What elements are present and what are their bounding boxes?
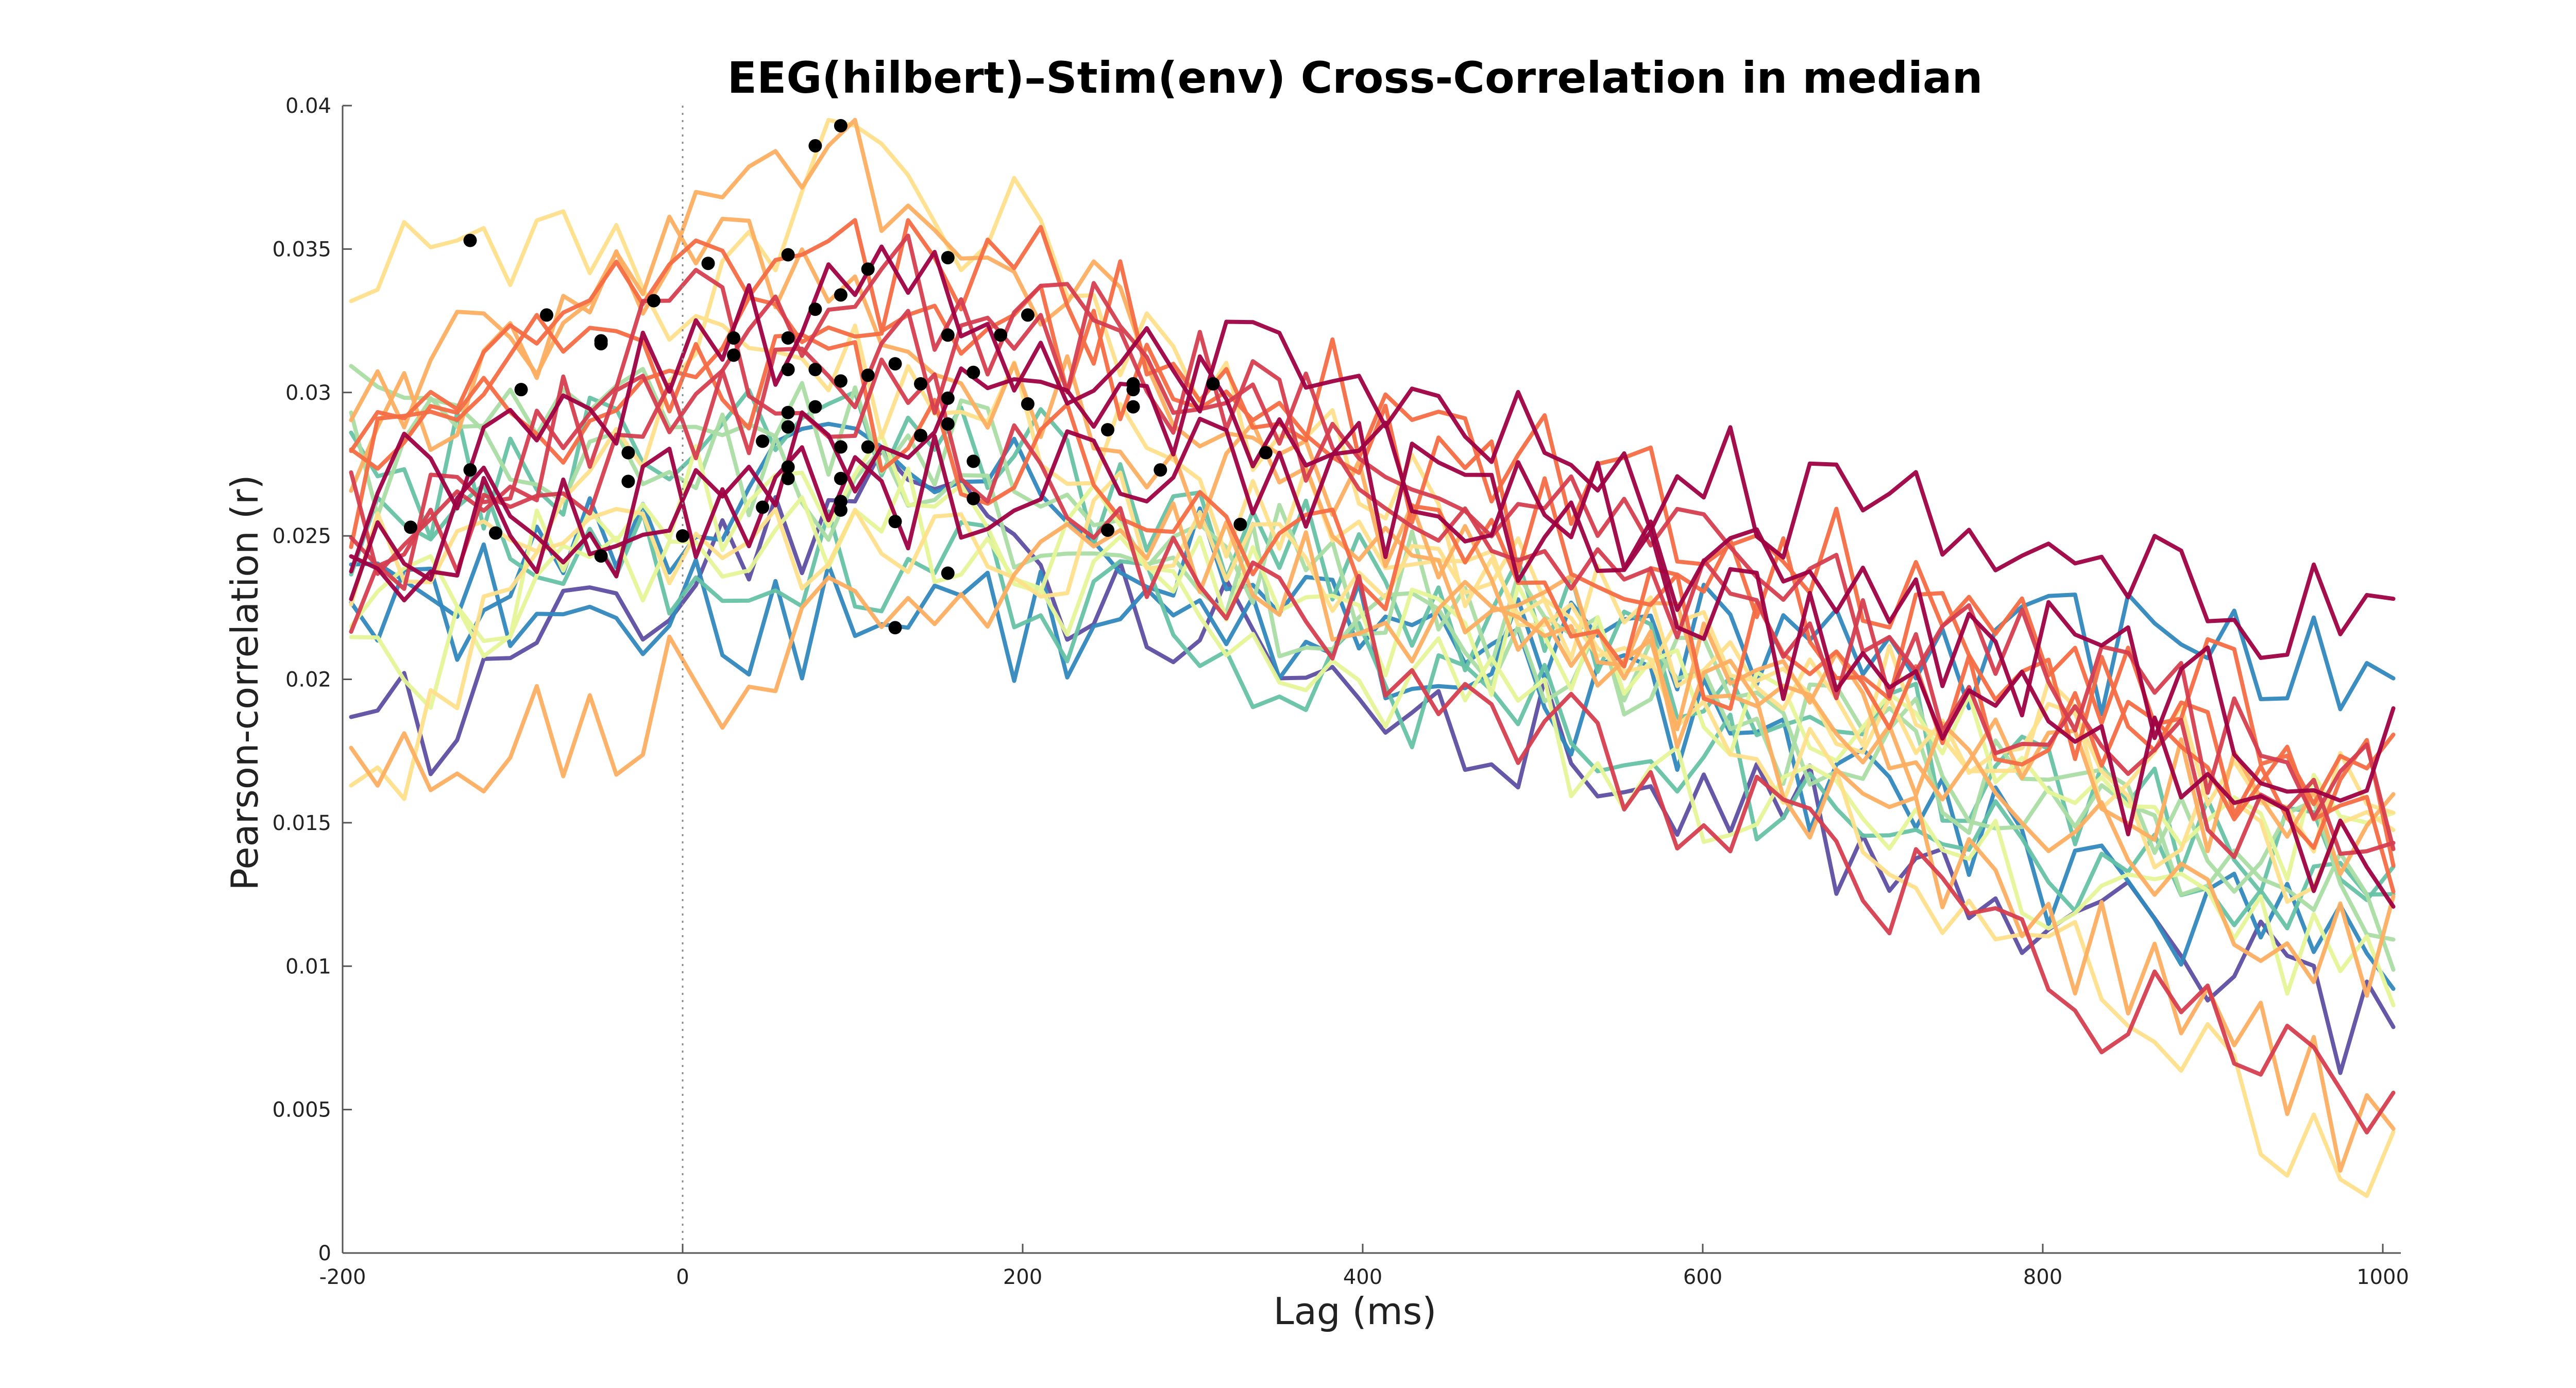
series-layer xyxy=(349,117,2396,1198)
peak-marker xyxy=(914,377,927,391)
peak-marker xyxy=(1101,423,1114,437)
peak-marker xyxy=(861,262,875,276)
peak-marker xyxy=(727,348,740,362)
y-tick-label: 0.025 xyxy=(272,524,331,548)
y-tick-label: 0.02 xyxy=(285,668,331,692)
peak-marker xyxy=(834,503,848,517)
peak-marker xyxy=(756,500,770,514)
peak-marker xyxy=(781,471,795,485)
x-axis-ticks: -200 0 200 400 600 800 1000 xyxy=(319,1244,2409,1289)
peak-marker xyxy=(781,420,795,434)
y-tick-label: 0.01 xyxy=(285,955,331,978)
y-tick-label: 0.04 xyxy=(285,94,331,118)
peak-marker xyxy=(941,328,955,342)
peak-marker xyxy=(594,337,608,351)
peak-marker xyxy=(676,529,689,543)
peak-marker xyxy=(781,460,795,474)
peak-marker xyxy=(861,440,875,454)
y-axis-ticks: 0 0.005 0.01 0.015 0.02 0.025 0.03 0.035 0.04 xyxy=(272,94,352,1265)
y-tick-label: 0.005 xyxy=(272,1098,331,1122)
peak-marker xyxy=(834,119,848,132)
x-tick-label: 1000 xyxy=(2357,1265,2409,1289)
peak-marker xyxy=(834,288,848,302)
peak-marker xyxy=(967,454,980,468)
peak-marker xyxy=(941,417,955,431)
peak-marker xyxy=(1021,308,1035,322)
peak-marker xyxy=(1101,523,1114,537)
series-line-12 xyxy=(349,470,2396,854)
axes: -200 0 200 400 600 800 1000 00.0050.010.0150.0… xyxy=(272,94,2409,1289)
plot-area xyxy=(349,106,2396,1253)
peak-marker xyxy=(1126,400,1140,414)
y-tick-label: 0 xyxy=(318,1242,331,1265)
x-axis-label: Lag (ms) xyxy=(1274,1290,1437,1333)
peak-marker xyxy=(861,368,875,382)
peak-marker xyxy=(967,365,980,379)
x-tick-label: 800 xyxy=(2023,1265,2062,1289)
x-tick-label: -200 xyxy=(319,1265,366,1289)
chart-title: EEG(hilbert)–Stim(env) Cross-Correlation… xyxy=(727,53,1983,103)
peak-marker xyxy=(941,391,955,405)
peak-marker xyxy=(1126,383,1140,397)
peak-marker xyxy=(808,400,822,414)
series-line-21 xyxy=(349,267,2396,1135)
peak-marker xyxy=(888,621,902,635)
x-tick-label: 200 xyxy=(1003,1265,1042,1289)
peak-markers-layer xyxy=(404,119,1273,635)
series-line-6 xyxy=(349,397,2396,942)
series-line-4 xyxy=(349,482,2396,930)
peak-marker xyxy=(621,475,635,488)
peak-marker xyxy=(1206,377,1220,391)
series-line-14 xyxy=(349,117,2396,1173)
peak-marker xyxy=(914,429,927,443)
series-line-24 xyxy=(349,354,2396,803)
peak-marker xyxy=(514,383,528,397)
peak-marker xyxy=(941,566,955,580)
peak-marker xyxy=(1021,397,1035,411)
x-tick-label: 600 xyxy=(1683,1265,1722,1289)
peak-marker xyxy=(621,446,635,460)
peak-marker xyxy=(834,374,848,388)
peak-marker xyxy=(808,302,822,316)
peak-marker xyxy=(701,257,715,270)
x-tick-label: 0 xyxy=(676,1265,689,1289)
series-line-23 xyxy=(349,416,2396,909)
peak-marker xyxy=(781,363,795,377)
peak-marker xyxy=(1154,463,1167,477)
peak-marker xyxy=(781,331,795,345)
peak-marker xyxy=(647,294,660,308)
y-tick-label: 0.03 xyxy=(285,381,331,405)
peak-marker xyxy=(967,492,980,505)
peak-marker xyxy=(888,515,902,529)
peak-marker xyxy=(756,434,770,448)
series-line-13 xyxy=(349,214,2396,998)
peak-marker xyxy=(808,363,822,377)
peak-marker xyxy=(994,328,1008,342)
peak-marker xyxy=(594,549,608,563)
peak-marker xyxy=(834,471,848,485)
peak-marker xyxy=(834,440,848,454)
peak-marker xyxy=(781,248,795,262)
peak-marker xyxy=(489,526,502,540)
peak-marker xyxy=(463,233,477,247)
y-axis-label: Pearson-correlation (r) xyxy=(223,475,266,890)
y-tick-label: 0.015 xyxy=(272,811,331,835)
series-line-22 xyxy=(349,244,2396,660)
peak-marker xyxy=(781,405,795,419)
peak-marker xyxy=(540,308,553,322)
peak-marker xyxy=(808,139,822,153)
series-line-17 xyxy=(349,218,2396,806)
peak-marker xyxy=(463,463,477,477)
peak-marker xyxy=(1259,446,1273,460)
peak-marker xyxy=(1233,517,1247,531)
peak-marker xyxy=(888,357,902,371)
series-line-19 xyxy=(349,233,2396,851)
peak-marker xyxy=(727,331,740,345)
peak-marker xyxy=(404,520,417,534)
x-tick-label: 400 xyxy=(1343,1265,1382,1289)
y-tick-label: 0.035 xyxy=(272,238,331,261)
peak-marker xyxy=(941,251,955,265)
